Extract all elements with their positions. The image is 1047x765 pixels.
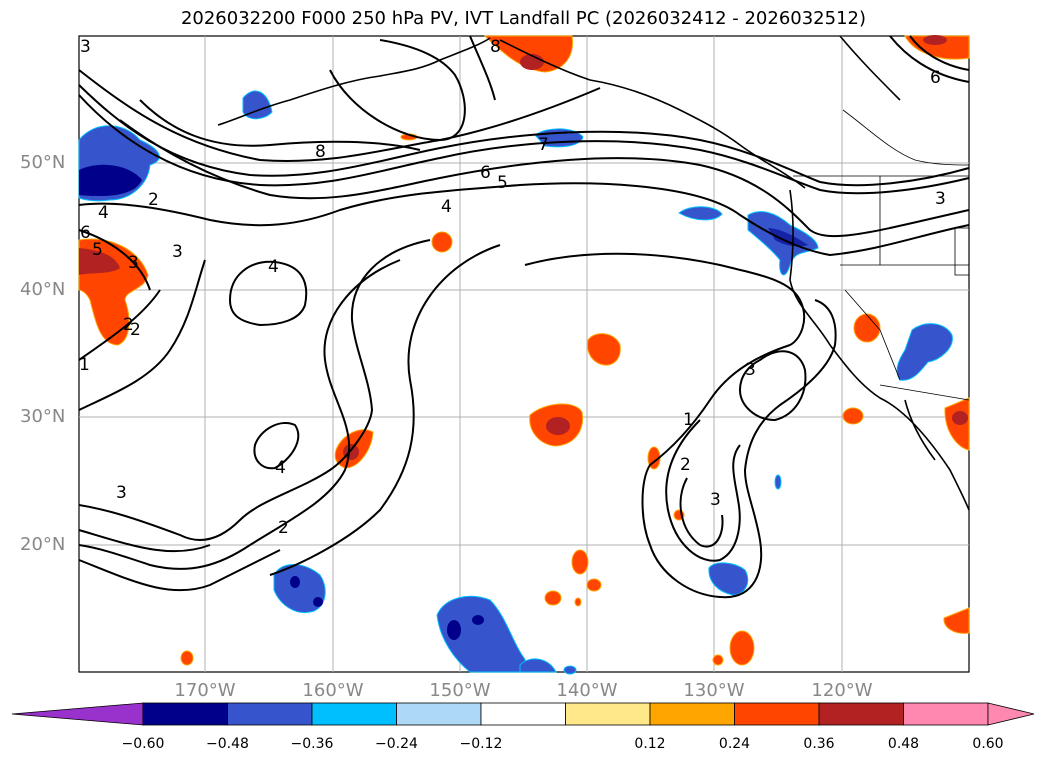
colorbar	[11, 702, 1035, 726]
contour-label: 4	[441, 197, 452, 217]
colorbar-segment	[227, 702, 313, 726]
contour-label: 4	[98, 203, 109, 223]
lon-label: 150°W	[429, 680, 491, 701]
colorbar-extend-high	[987, 702, 1035, 726]
colorbar-segment	[142, 702, 228, 726]
lat-label: 20°N	[20, 534, 66, 555]
contour-label: 3	[80, 37, 91, 57]
colorbar-segment	[649, 702, 735, 726]
lon-label: 130°W	[683, 680, 745, 701]
map-frame	[78, 35, 970, 673]
contour-label: 2	[148, 190, 159, 210]
shaded-anomalies	[78, 35, 970, 675]
contour-label: 1	[683, 410, 694, 430]
contour-label: 6	[480, 163, 491, 183]
contour-label: 2	[130, 320, 141, 340]
contour-label: 6	[80, 223, 91, 243]
colorbar-tick-label: −0.36	[290, 736, 334, 752]
contour-label: 2	[278, 518, 289, 538]
lon-label: 170°W	[174, 680, 236, 701]
colorbar-segment	[565, 702, 651, 726]
contour-label: 5	[92, 240, 103, 260]
colorbar-segment	[311, 702, 397, 726]
colorbar-segment	[734, 702, 820, 726]
lat-label: 30°N	[20, 406, 66, 427]
lon-label: 120°W	[811, 680, 873, 701]
colorbar-tick-label: 0.36	[803, 736, 835, 752]
lat-label: 50°N	[20, 152, 66, 173]
pv-contours	[78, 35, 970, 599]
colorbar-tick-label: 0.60	[972, 736, 1004, 752]
colorbar-tick-label: 0.48	[887, 736, 920, 752]
colorbar-segment	[480, 702, 566, 726]
colorbar-segment	[396, 702, 482, 726]
colorbar-tick-label: 0.12	[634, 736, 666, 752]
colorbar-segment	[903, 702, 989, 726]
colorbar-tick-label: −0.24	[375, 736, 418, 752]
contour-labels: 3 2 4 6 5 1 2 3 8 7 6 5 4 4 3 2 1 2 3 3 …	[79, 37, 946, 538]
contour-label: 3	[710, 490, 721, 510]
contour-label: 3	[116, 483, 127, 503]
contour-label: 8	[490, 37, 501, 57]
map-title: 2026032200 F000 250 hPa PV, IVT Landfall…	[180, 8, 867, 29]
lon-label: 160°W	[302, 680, 364, 701]
contour-label: 3	[935, 189, 946, 209]
contour-label: 7	[538, 135, 549, 155]
contour-label: 3	[745, 360, 756, 380]
contour-label: 4	[275, 458, 286, 478]
colorbar-tick-label: −0.60	[121, 736, 165, 752]
contour-label: 3	[128, 253, 139, 273]
contour-label: 8	[315, 142, 326, 162]
lat-label: 40°N	[20, 279, 66, 300]
lon-label: 140°W	[556, 680, 618, 701]
contour-label: 1	[79, 355, 90, 375]
contour-label: 5	[497, 173, 508, 193]
colorbar-tick-label: −0.48	[206, 736, 249, 752]
colorbar-tick-label: −0.12	[459, 736, 503, 752]
contour-label: 2	[680, 455, 691, 475]
colorbar-extend-low	[11, 702, 144, 726]
contour-label: 4	[268, 257, 279, 277]
contour-label: 2	[123, 315, 134, 335]
colorbar-tick-label: 0.24	[718, 736, 751, 752]
contour-label: 6	[930, 68, 941, 88]
contour-label: 3	[172, 242, 183, 262]
colorbar-segment	[818, 702, 904, 726]
